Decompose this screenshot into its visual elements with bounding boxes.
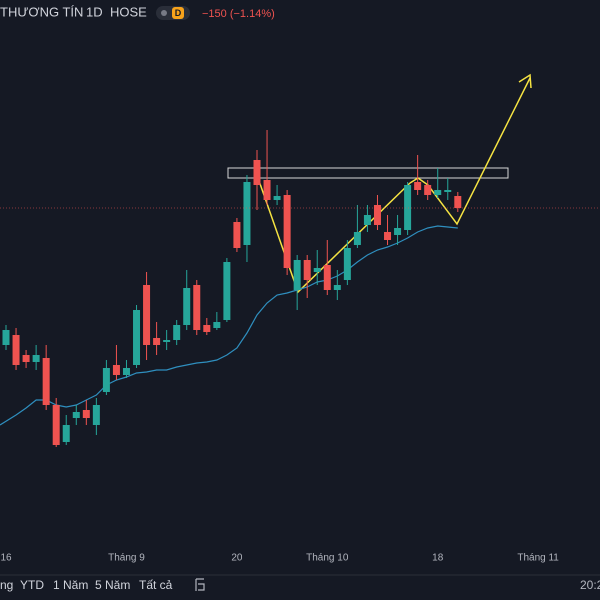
- candle-body: [62, 425, 70, 442]
- candle-body: [243, 182, 251, 245]
- candle-body: [213, 322, 221, 328]
- candle-body: [102, 368, 110, 392]
- candle-body: [153, 338, 161, 345]
- candle-body: [32, 355, 40, 362]
- candle-body: [203, 325, 211, 332]
- candle-body: [173, 325, 181, 340]
- candle-body: [183, 288, 191, 325]
- compare-icon[interactable]: [195, 578, 205, 591]
- badge-dot: [161, 10, 167, 16]
- x-tick-label: 20: [231, 553, 243, 564]
- candle-body: [323, 265, 331, 290]
- exchange: HOSE: [110, 4, 147, 19]
- candle-body: [363, 215, 371, 225]
- candle-body: [273, 196, 281, 200]
- badge: [172, 7, 184, 19]
- candle-body: [384, 232, 392, 240]
- x-tick-label: Tháng 9: [108, 553, 145, 564]
- candle-body: [193, 285, 201, 330]
- pattern-line: [257, 177, 411, 294]
- candle-body: [353, 232, 361, 245]
- badge-label: D: [175, 8, 182, 18]
- candle-body: [343, 248, 351, 280]
- candle-body: [253, 160, 261, 185]
- candle-body: [42, 358, 50, 405]
- candle-body: [444, 190, 452, 192]
- candle-body: [313, 268, 321, 272]
- candle-body: [223, 262, 231, 320]
- range-button[interactable]: ng: [0, 578, 13, 592]
- range-button[interactable]: YTD: [20, 578, 44, 592]
- toolbar: ng YTD 1 Năm 5 Năm Tất cả: [0, 578, 173, 592]
- candle-body: [133, 310, 141, 365]
- range-button[interactable]: 1 Năm: [53, 578, 88, 592]
- change: −150 (−1.14%): [202, 8, 275, 20]
- candle-body: [233, 222, 241, 248]
- x-tick-label: Tháng 11: [517, 553, 559, 564]
- candle-body: [2, 330, 10, 345]
- x-tick-label: Tháng 10: [306, 553, 349, 564]
- candle-body: [263, 180, 271, 200]
- x-tick-label: 18: [432, 553, 444, 564]
- icon: [195, 578, 205, 591]
- range-button[interactable]: 5 Năm: [95, 578, 130, 592]
- range-button[interactable]: Tất cả: [139, 578, 173, 592]
- candle-body: [404, 185, 412, 230]
- candle-body: [454, 196, 462, 208]
- candle-body: [122, 368, 130, 375]
- candle-body: [373, 205, 381, 225]
- moving-average: [0, 225, 458, 426]
- candle-body: [303, 260, 311, 280]
- clock: 20:2: [580, 578, 600, 592]
- candle-body: [92, 405, 100, 425]
- x-tick-label: 16: [0, 553, 12, 564]
- arrow-head: [518, 73, 532, 89]
- candle-body: [52, 405, 60, 445]
- candle-body: [333, 285, 341, 290]
- candle-body: [143, 285, 151, 345]
- candle-body: [434, 190, 442, 195]
- candle-body: [12, 335, 20, 365]
- candle-body: [283, 195, 291, 268]
- candle-body: [293, 260, 301, 290]
- interval: 1D: [86, 4, 103, 19]
- candle-body: [82, 410, 90, 418]
- candle-body: [424, 185, 432, 195]
- candle-body: [163, 340, 171, 342]
- plot: 16 Tháng 9 20 Tháng 10 18 Tháng 11: [0, 130, 600, 564]
- resistance-box: [227, 167, 509, 179]
- candle-body: [72, 412, 80, 418]
- candle-body: [394, 228, 402, 235]
- candle-body: [22, 355, 30, 362]
- candle-body: [112, 365, 120, 375]
- candle-body: [414, 182, 422, 190]
- symbol: THƯƠNG TÍN: [0, 4, 83, 19]
